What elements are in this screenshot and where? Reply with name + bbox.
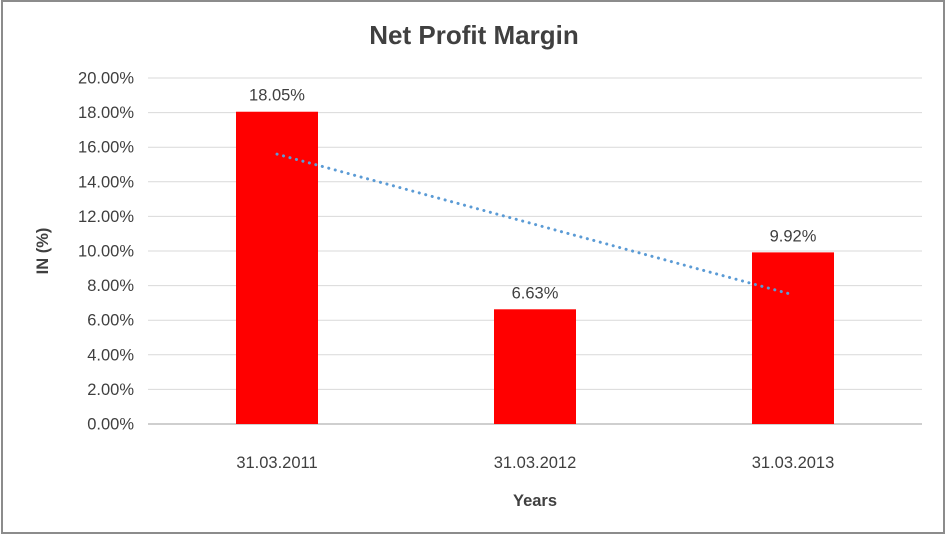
y-tick-label: 20.00% [78,70,134,88]
y-tick-label: 0.00% [87,416,134,434]
bar [236,111,318,425]
x-category-labels-group: 31.03.2011 31.03.2012 31.03.2013 [236,454,834,472]
y-tick-label: 6.00% [87,312,134,330]
y-tick-label: 2.00% [87,381,134,399]
y-tick-label: 10.00% [78,243,134,261]
y-tick-labels-group: 0.00% 2.00% 4.00% 6.00% 8.00% 10.00% 12.00% 14.… [78,70,134,434]
bar-data-label: 18.05% [249,87,305,105]
y-tick-label: 14.00% [78,173,134,191]
data-labels-group: 18.05% 6.63% 9.92% [249,87,817,303]
y-tick-label: 4.00% [87,346,134,364]
y-tick-label: 8.00% [87,277,134,295]
bar [494,309,576,424]
bars-group [236,111,834,425]
x-category-label: 31.03.2012 [494,454,577,472]
x-category-label: 31.03.2013 [752,454,835,472]
y-axis-title: IN (%) [34,228,52,275]
trendline [275,152,795,297]
bar [752,252,834,424]
chart-title: Net Profit Margin [369,20,578,50]
bar-data-label: 9.92% [770,227,817,245]
x-axis-title: Years [513,492,557,510]
x-category-label: 31.03.2011 [236,454,317,472]
y-tick-label: 12.00% [78,208,134,226]
bar-data-label: 6.63% [512,284,559,302]
y-tick-label: 16.00% [78,139,134,157]
y-tick-label: 18.00% [78,104,134,122]
trendline-group [275,152,795,297]
